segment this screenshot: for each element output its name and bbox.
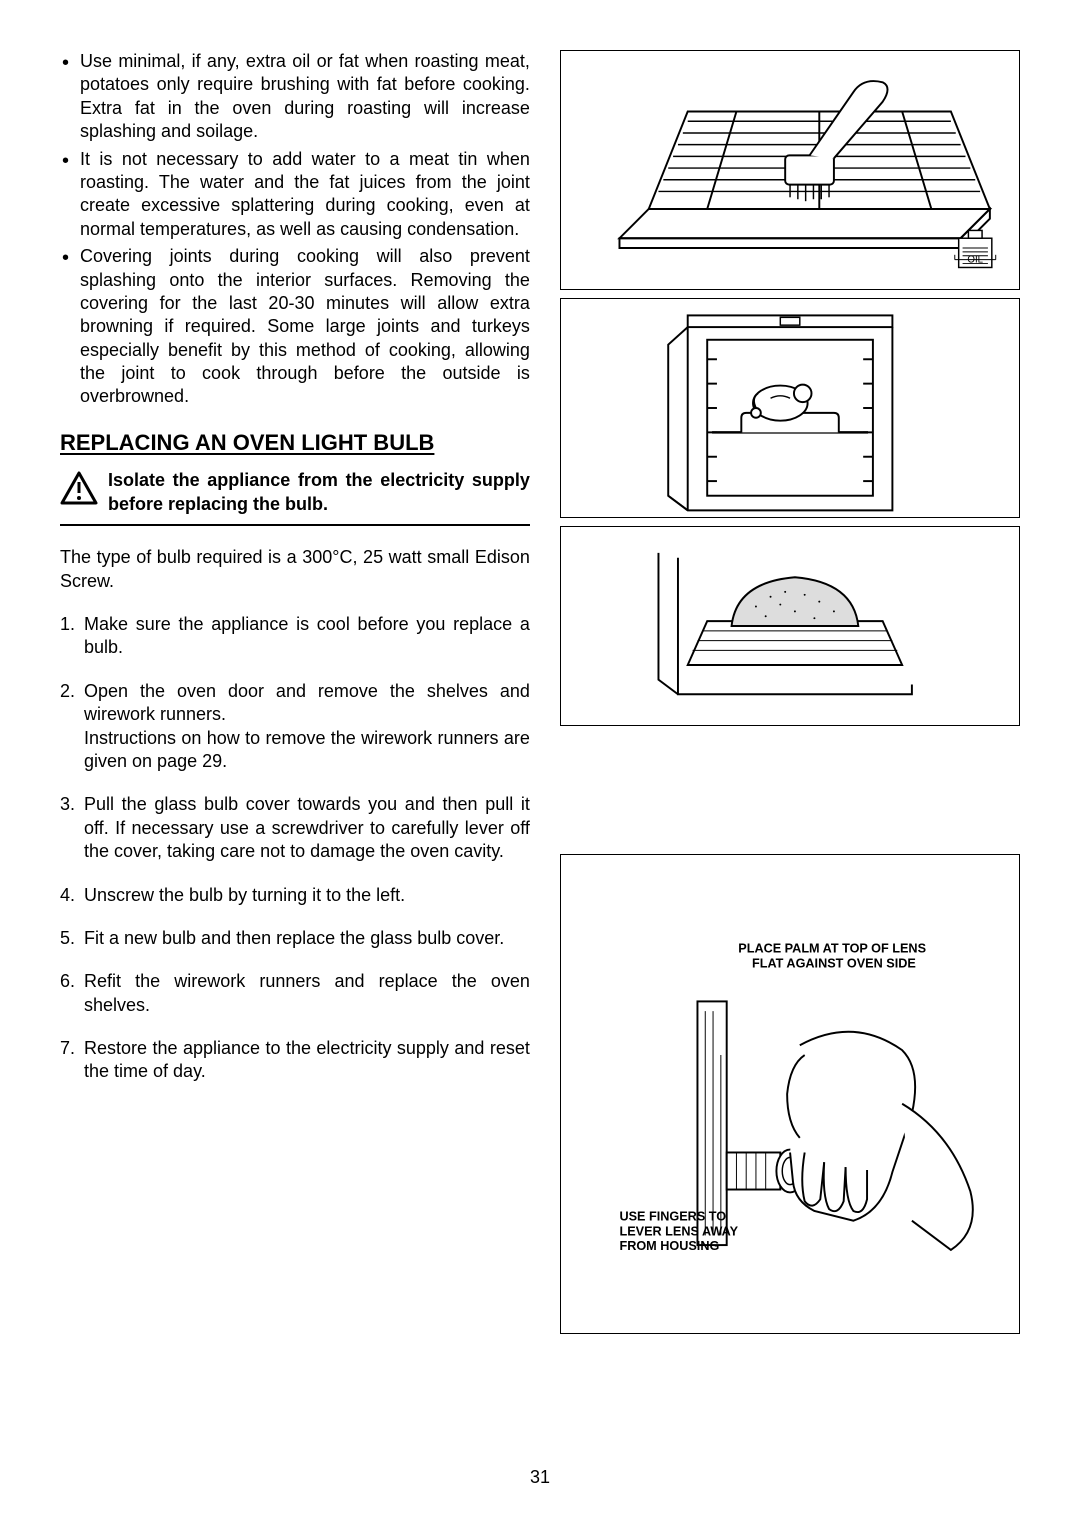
step-item: Fit a new bulb and then replace the glas… [60,927,530,950]
figure-oven-roast [560,298,1020,518]
step-item: Pull the glass bulb cover towards you an… [60,793,530,863]
warning-block: Isolate the appliance from the electrici… [60,467,530,526]
fig4-top-label-line2: FLAT AGAINST OVEN SIDE [752,956,916,970]
warning-text: Isolate the appliance from the electrici… [108,469,530,516]
section-heading: REPLACING AN OVEN LIGHT BULB [60,429,530,458]
step-item: Refit the wirework runners and replace t… [60,970,530,1017]
right-column: OIL [560,50,1020,1447]
columns: Use minimal, if any, extra oil or fat wh… [60,50,1020,1447]
fig4-bottom-label-line1: USE FINGERS TO [619,1210,726,1224]
bullet-list: Use minimal, if any, extra oil or fat wh… [60,50,530,409]
fig4-bottom-label-line3: FROM HOUSING [619,1239,719,1253]
bullet-item: It is not necessary to add water to a me… [60,148,530,242]
warning-icon [60,471,98,511]
fig4-top-label-line1: PLACE PALM AT TOP OF LENS [738,942,926,956]
page: Use minimal, if any, extra oil or fat wh… [0,0,1080,1528]
step-item: Restore the appliance to the electricity… [60,1037,530,1084]
figure-bulb-lens: PLACE PALM AT TOP OF LENS FLAT AGAINST O… [560,854,1020,1334]
steps-list: Make sure the appliance is cool before y… [60,613,530,1084]
bullet-item: Covering joints during cooking will also… [60,245,530,409]
svg-text:USE FINGERS TO LEV: USE FINGERS TO LEVER LENS AWAY FROM HOUS… [619,1210,741,1253]
step-item: Unscrew the bulb by turning it to the le… [60,884,530,907]
bullet-item: Use minimal, if any, extra oil or fat wh… [60,50,530,144]
step-item: Open the oven door and remove the shelve… [60,680,530,774]
figure-covered-roast [560,526,1020,726]
left-column: Use minimal, if any, extra oil or fat wh… [60,50,530,1447]
step-item: Make sure the appliance is cool before y… [60,613,530,660]
figure-brush-oil: OIL [560,50,1020,290]
intro-paragraph: The type of bulb required is a 300°C, 25… [60,546,530,593]
fig4-bottom-label-line2: LEVER LENS AWAY [619,1224,738,1238]
page-number: 31 [60,1447,1020,1488]
svg-text:PLACE PALM AT TOP OF LENS: PLACE PALM AT TOP OF LENS FLAT AGAINST O… [738,942,929,971]
